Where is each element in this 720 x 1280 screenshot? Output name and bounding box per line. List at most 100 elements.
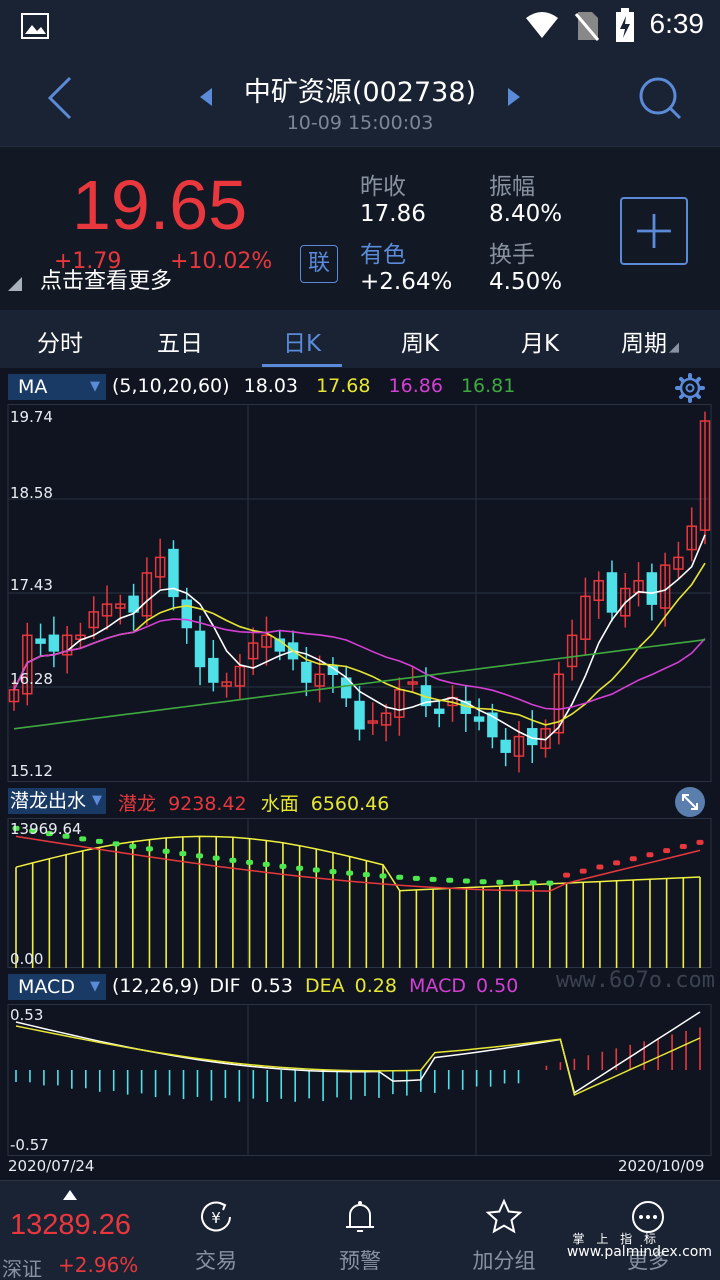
qianlong-dot — [246, 859, 254, 865]
candle-body — [620, 587, 631, 617]
tab-monthly-k[interactable]: 月K — [520, 331, 560, 357]
search-icon[interactable] — [634, 72, 686, 124]
qianlong-dot — [496, 879, 504, 885]
svg-text:¥: ¥ — [211, 1209, 221, 1227]
ma60-value: 16.81 — [460, 375, 516, 397]
date-end: 2020/10/09 — [618, 1157, 705, 1175]
macd-indicator-select[interactable]: MACD ▼ — [8, 974, 106, 1000]
grid-lines — [7, 818, 712, 968]
back-arrow-icon[interactable] — [40, 74, 80, 122]
tab-five-day[interactable]: 五日 — [157, 331, 203, 357]
price-axis-label: 19.74 — [10, 408, 53, 426]
dropdown-arrow-icon: ▼ — [90, 979, 100, 994]
water-value: 6560.46 — [310, 793, 390, 815]
nav-more[interactable]: 更多 — [598, 1197, 698, 1275]
candle-body — [115, 603, 126, 609]
candle-body — [354, 700, 365, 730]
qianlong-axis-bottom: 0.00 — [10, 950, 44, 968]
qianlong-name: 潜龙出水 — [10, 790, 87, 812]
candle-body — [168, 548, 179, 598]
price-axis-label: 15.12 — [10, 762, 53, 780]
next-stock-icon[interactable] — [506, 86, 522, 108]
stat-value-sector: +2.64% — [360, 269, 453, 295]
qianlong-dot — [196, 853, 204, 859]
nav-add-group[interactable]: 加分组 — [454, 1197, 554, 1275]
index-value[interactable]: 13289.26 — [10, 1209, 131, 1241]
candlestick-chart[interactable] — [0, 404, 720, 782]
no-sim-icon — [574, 12, 600, 41]
macd-bars — [15, 1027, 701, 1102]
candle-body — [247, 642, 259, 660]
qianlong-indicator-select[interactable]: 潜龙出水 ▼ — [8, 788, 106, 814]
settings-gear-icon[interactable] — [674, 372, 706, 404]
chart-area: MA ▼ (5,10,20,60) 18.03 17.68 16.86 16.81… — [0, 368, 720, 1180]
nav-alert[interactable]: 预警 — [310, 1197, 410, 1275]
candle-body — [673, 556, 684, 570]
add-watchlist-button[interactable] — [620, 197, 688, 265]
macd-chart[interactable] — [0, 1004, 720, 1156]
water-label: 水面 — [260, 793, 299, 815]
candle-body — [433, 708, 445, 714]
qianlong-dot — [29, 828, 37, 834]
watermark-text: www.6o7o.com — [556, 968, 715, 993]
price-change: +1.79 — [54, 249, 122, 274]
index-pct: +2.96% — [58, 1253, 139, 1277]
qianlong-dot — [546, 880, 554, 886]
qianlong-dot — [79, 836, 87, 842]
stat-label-amplitude: 振幅 — [489, 174, 535, 200]
water-bars — [15, 836, 701, 968]
active-tab-indicator — [262, 364, 342, 367]
qianlong-dot — [696, 839, 704, 845]
qianlong-dot — [229, 857, 237, 863]
ma5-line — [13, 534, 706, 741]
related-button[interactable]: 联 — [300, 245, 338, 283]
qianlong-dot — [45, 831, 53, 837]
tab-weekly-k[interactable]: 周K — [400, 331, 440, 357]
candle-body — [301, 661, 312, 683]
qianlong-dot — [212, 855, 220, 861]
dropdown-arrow-icon: ▼ — [92, 793, 102, 808]
stock-header: 中矿资源(002738) 10-09 15:00:03 — [0, 52, 720, 146]
dea-value: 0.28 — [354, 975, 397, 997]
candle-body — [686, 525, 697, 551]
prev-stock-icon[interactable] — [198, 86, 214, 108]
qianlong-chart[interactable] — [0, 818, 720, 968]
expand-icon[interactable] — [674, 786, 706, 818]
ma10-value: 17.68 — [316, 375, 371, 397]
tab-daily-k[interactable]: 日K — [282, 331, 322, 357]
qianlong-dot — [112, 841, 120, 847]
macd-axis-top: 0.53 — [10, 1006, 44, 1024]
candle-body — [314, 673, 325, 687]
qianlong-dot — [629, 856, 637, 862]
macd-label: MACD — [409, 975, 466, 997]
nav-trade-label: 交易 — [195, 1249, 237, 1273]
qianlong-dot — [62, 833, 70, 839]
macd-params: (12,26,9) — [112, 975, 200, 997]
stat-value-amplitude: 8.40% — [489, 201, 563, 227]
qianlong-dot — [12, 825, 20, 831]
candle-body — [234, 665, 246, 687]
qianlong-dot — [145, 846, 153, 852]
dropdown-arrow-icon: ▼ — [90, 379, 100, 394]
quote-panel: 19.65 +1.79 +10.02% 点击查看更多 联 昨收 17.86 振幅… — [0, 146, 720, 310]
tab-period-label: 周期 — [621, 331, 667, 357]
qianlong-dot — [563, 872, 571, 878]
footer-watermark-url: www.palmindex.com — [566, 1244, 712, 1260]
expand-corner-icon[interactable] — [8, 277, 22, 291]
candle-body — [407, 681, 418, 685]
yen-cycle-icon: ¥ — [201, 1201, 231, 1232]
candle-body — [35, 638, 46, 644]
stat-label-sector[interactable]: 有色 — [360, 242, 406, 268]
qianlong-dot — [95, 838, 103, 844]
tab-period[interactable]: 周期 ◢ — [600, 324, 700, 358]
ma-indicator-select[interactable]: MA ▼ — [8, 374, 106, 400]
stat-label-prev-close: 昨收 — [360, 174, 406, 200]
triangle-down-icon: ◢ — [669, 340, 679, 355]
tab-intraday[interactable]: 分时 — [37, 331, 83, 357]
candle-body — [513, 735, 525, 757]
stat-value-prev-close: 17.86 — [360, 201, 426, 227]
ma20-value: 16.86 — [388, 375, 443, 397]
candle-body — [22, 634, 33, 695]
view-more-link[interactable]: 点击查看更多 — [40, 269, 173, 294]
nav-trade[interactable]: ¥ 交易 — [166, 1197, 266, 1275]
